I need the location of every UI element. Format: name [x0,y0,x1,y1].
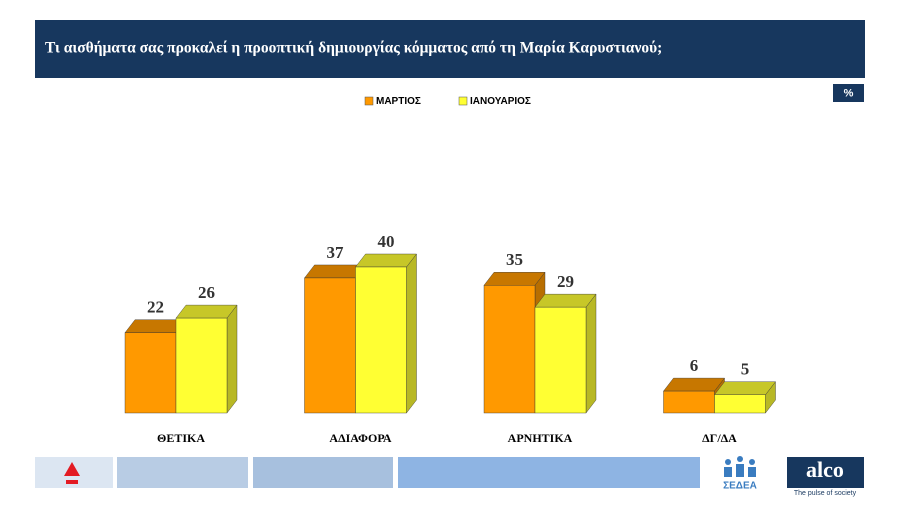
x-tick-label: ΑΡΝΗΤΙΚΑ [508,431,573,445]
bar-top [714,381,776,395]
channel-logo [64,462,80,484]
bar-top [483,272,546,286]
footer-strip [398,457,700,488]
footer-strip [117,457,248,488]
logo-body [736,464,744,477]
alco-box [787,457,864,488]
bar [124,332,177,414]
legend-swatch [364,96,374,106]
legend-label: ΙΑΝΟΥΑΡΙΟΣ [470,96,531,107]
value-label: 37 [327,243,345,262]
x-tick-label: ΑΔΙΑΦΟΡΑ [329,431,391,445]
bar [714,394,766,414]
logo-body [748,467,756,477]
logo-body [724,467,732,477]
brand-sedea: ΣΕΔΕΑ [723,481,757,492]
logo-dot [737,456,743,462]
tagline: The pulse of society [794,490,857,497]
footer-strip [253,457,393,488]
bar [175,317,228,414]
bar-top [355,253,417,268]
legend-swatch [458,96,468,106]
bar-side [226,304,238,414]
bar-top [663,377,725,392]
footer: ΣΕΔΕΑ alco The pulse of society [35,456,864,497]
bar [304,277,356,414]
bar-top [175,304,238,319]
x-tick-label: ΔΓ/ΔΑ [702,431,737,445]
bar-top [534,293,597,308]
x-tick-label: ΘΕΤΙΚΑ [157,431,205,445]
logo-dot [749,459,755,465]
logo-dot [725,459,731,465]
value-label: 40 [378,232,395,251]
legend: ΜΑΡΤΙΟΣ ΙΑΝΟΥΑΡΙΟΣ [364,96,531,107]
value-label: 26 [198,283,215,302]
bar [534,306,587,414]
unit-badge: % [844,87,854,99]
sedea-logo [724,456,756,477]
bar [483,285,536,414]
value-label: 35 [506,250,523,269]
bar-side [406,253,417,414]
title-bar [35,20,865,78]
brand-alco: alco [806,457,844,482]
legend-label: ΜΑΡΤΙΟΣ [376,96,421,107]
title: Τι αισθήματα σας προκαλεί η προοπτική δη… [45,40,662,57]
plot: ΘΕΤΙΚΑ 22 26 ΑΔΙΑΦΟΡΑ 37 40 ΑΡΝΗΤΙΚΑ 35 29 ΔΓ/ΔΑ 6… [124,232,776,445]
bar-side [585,293,597,414]
bar [663,390,715,414]
value-label: 29 [557,272,574,291]
value-label: 6 [690,356,699,375]
value-label: 22 [147,298,164,317]
bar [355,266,407,414]
value-label: 5 [741,360,750,379]
unit-badge-box [833,84,864,102]
